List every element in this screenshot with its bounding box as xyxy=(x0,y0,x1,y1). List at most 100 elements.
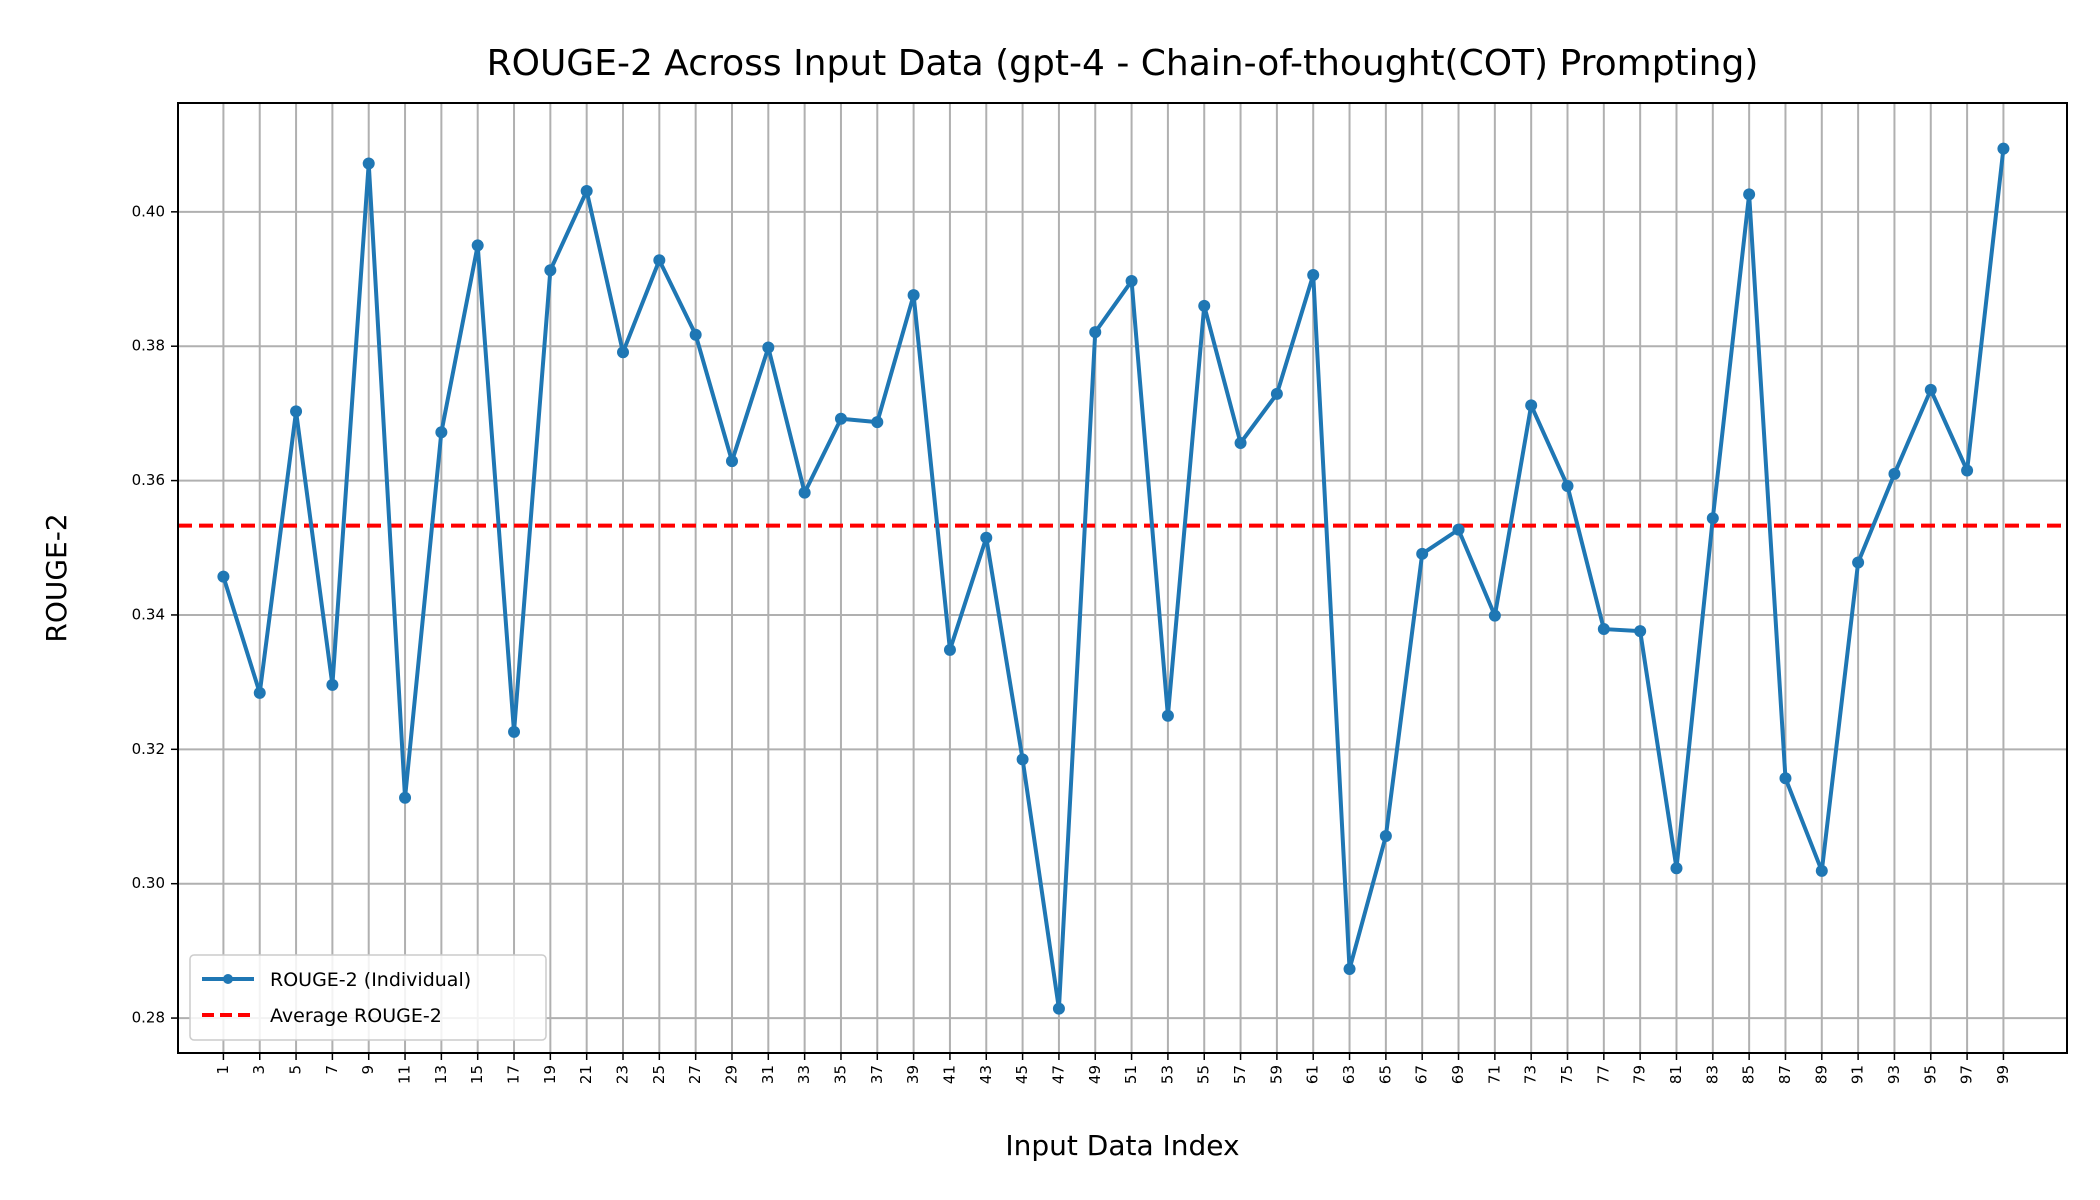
x-tick-label: 91 xyxy=(1849,1065,1867,1084)
data-point xyxy=(798,486,811,499)
data-point xyxy=(907,289,920,302)
x-tick-label: 75 xyxy=(1558,1065,1576,1084)
data-point xyxy=(435,426,448,439)
data-point xyxy=(1997,142,2010,155)
series-layer xyxy=(217,142,2010,1015)
x-tick-label: 69 xyxy=(1449,1065,1467,1084)
data-point xyxy=(399,791,412,804)
data-point xyxy=(1016,753,1029,766)
data-point xyxy=(1634,625,1647,638)
data-point xyxy=(617,346,630,359)
data-point xyxy=(1815,864,1828,877)
data-point xyxy=(1779,772,1792,785)
x-tick-label: 27 xyxy=(686,1065,704,1084)
x-tick-label: 99 xyxy=(1994,1065,2012,1084)
y-tick-label: 0.34 xyxy=(132,605,165,623)
data-point xyxy=(471,239,484,252)
data-point xyxy=(1161,709,1174,722)
x-tick-label: 57 xyxy=(1231,1065,1249,1084)
data-point xyxy=(689,328,702,341)
x-tick-label: 9 xyxy=(359,1065,377,1075)
x-tick-label: 33 xyxy=(795,1065,813,1084)
data-point xyxy=(508,725,521,738)
data-point xyxy=(1052,1002,1065,1015)
x-tick-label: 67 xyxy=(1413,1065,1431,1084)
x-tick-label: 97 xyxy=(1958,1065,1976,1084)
x-tick-label: 59 xyxy=(1267,1065,1285,1084)
x-tick-label: 83 xyxy=(1703,1065,1721,1084)
y-tick-label: 0.36 xyxy=(132,471,165,489)
y-tick-label: 0.38 xyxy=(132,337,165,355)
data-point xyxy=(217,570,230,583)
data-point xyxy=(1198,299,1211,312)
x-tick-label: 51 xyxy=(1122,1065,1140,1084)
data-point xyxy=(544,264,557,277)
x-tick-label: 29 xyxy=(722,1065,740,1084)
data-point xyxy=(1270,387,1283,400)
x-tick-label: 81 xyxy=(1667,1065,1685,1084)
data-point xyxy=(1452,523,1465,536)
data-point xyxy=(580,185,593,198)
grid xyxy=(178,103,2067,1053)
data-point xyxy=(1488,609,1501,622)
data-point xyxy=(980,531,993,544)
x-tick-label: 17 xyxy=(505,1065,523,1084)
x-tick-label: 11 xyxy=(396,1065,414,1084)
data-point xyxy=(253,686,266,699)
legend-box xyxy=(189,954,547,1041)
legend: ROUGE-2 (Individual) Average ROUGE-2 xyxy=(189,954,547,1041)
data-point xyxy=(1525,399,1538,412)
y-tick-label: 0.32 xyxy=(132,740,165,758)
data-point xyxy=(1706,512,1719,525)
x-tick-label: 77 xyxy=(1594,1065,1612,1084)
x-tick-label: 87 xyxy=(1776,1065,1794,1084)
data-point xyxy=(1852,556,1865,569)
x-tick-label: 19 xyxy=(541,1065,559,1084)
data-point xyxy=(834,412,847,425)
data-point xyxy=(290,405,303,418)
x-tick-label: 63 xyxy=(1340,1065,1358,1084)
x-tick-label: 31 xyxy=(759,1065,777,1084)
x-tick-label: 21 xyxy=(577,1065,595,1084)
x-tick-label: 13 xyxy=(432,1065,450,1084)
x-tick-label: 15 xyxy=(468,1065,486,1084)
data-point xyxy=(1125,275,1138,288)
series-line-individual xyxy=(221,148,2006,1011)
x-tick-label: 43 xyxy=(977,1065,995,1084)
x-tick-label: 35 xyxy=(831,1065,849,1084)
x-tick-label: 3 xyxy=(250,1065,268,1075)
x-tick-label: 37 xyxy=(868,1065,886,1084)
x-tick-label: 41 xyxy=(940,1065,958,1084)
x-tick-label: 7 xyxy=(323,1065,341,1075)
x-tick-label: 93 xyxy=(1885,1065,1903,1084)
x-tick-label: 5 xyxy=(287,1065,305,1075)
data-point xyxy=(1561,479,1574,492)
data-point xyxy=(1379,829,1392,842)
x-tick-label: 49 xyxy=(1086,1065,1104,1084)
x-tick-label: 89 xyxy=(1812,1065,1830,1084)
x-tick-label: 73 xyxy=(1522,1065,1540,1084)
data-point xyxy=(1416,547,1429,560)
data-point xyxy=(943,643,956,656)
x-tick-label: 1 xyxy=(214,1065,232,1075)
x-tick-label: 79 xyxy=(1631,1065,1649,1084)
x-ticks: 1 3 5 7 9 11 13 15 17 19 21 23 25 27 29 31 33 35 37 39 41 43 4… xyxy=(214,1053,2012,1084)
legend-marker-individual xyxy=(223,974,233,984)
y-tick-label: 0.40 xyxy=(132,202,165,220)
x-tick-label: 71 xyxy=(1485,1065,1503,1084)
data-point xyxy=(1743,188,1756,201)
data-point xyxy=(762,341,775,354)
legend-label-average: Average ROUGE-2 xyxy=(270,1005,442,1027)
data-point xyxy=(1597,623,1610,636)
x-tick-label: 45 xyxy=(1013,1065,1031,1084)
x-axis-label: Input Data Index xyxy=(1005,1129,1239,1162)
data-point xyxy=(1234,436,1247,449)
data-point xyxy=(653,254,666,267)
data-point xyxy=(1670,862,1683,875)
x-tick-label: 55 xyxy=(1195,1065,1213,1084)
y-axis-label: ROUGE-2 xyxy=(40,513,73,642)
data-point xyxy=(1961,464,1974,477)
legend-label-individual: ROUGE-2 (Individual) xyxy=(270,969,471,991)
